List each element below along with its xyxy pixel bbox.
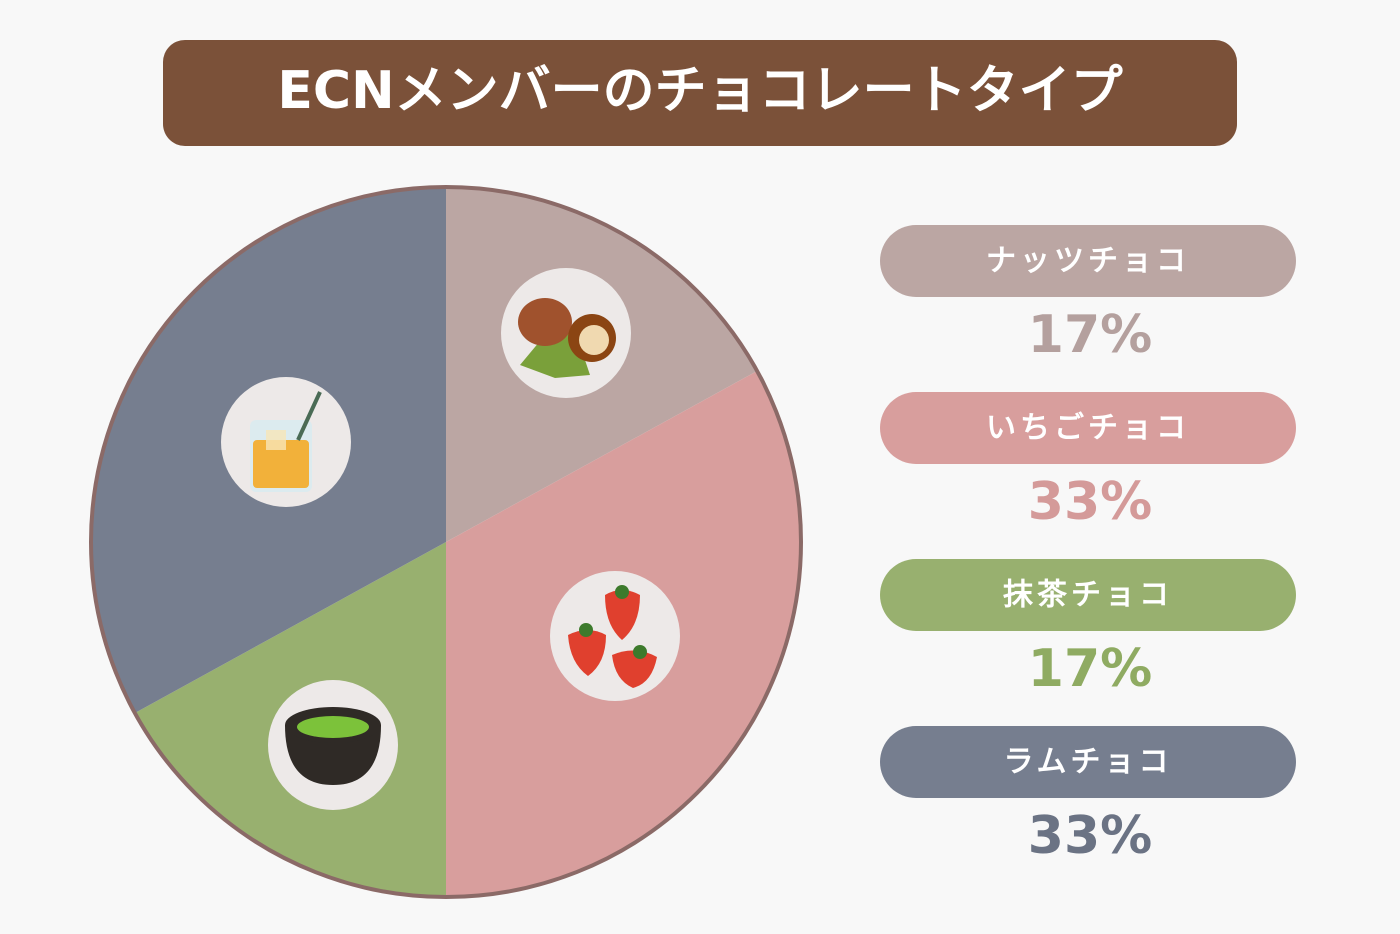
legend-pill bbox=[880, 392, 1296, 464]
legend-label: ナッツチョコ bbox=[986, 244, 1190, 279]
legend-pill bbox=[880, 726, 1296, 798]
value-label: 33% bbox=[1028, 472, 1152, 532]
nut-icon bbox=[501, 268, 631, 398]
legend-label: いちごチョコ bbox=[986, 411, 1190, 446]
title-banner bbox=[163, 40, 1237, 146]
legend-pill bbox=[880, 225, 1296, 297]
legend: ナッツチョコ 17% いちごチョコ 33% 抹茶チョコ 17% ラムチョコ 33% bbox=[880, 225, 1296, 866]
matcha-icon bbox=[268, 680, 398, 810]
value-label: 17% bbox=[1028, 639, 1152, 699]
legend-pill bbox=[880, 559, 1296, 631]
rum-icon bbox=[221, 377, 351, 507]
pie-border bbox=[89, 185, 803, 899]
legend-label: 抹茶チョコ bbox=[1003, 578, 1173, 613]
pie bbox=[91, 187, 801, 898]
chart-title: ECNメンバーのチョコレートタイプ bbox=[277, 61, 1122, 121]
value-label: 17% bbox=[1028, 305, 1152, 365]
strawberry-icon bbox=[550, 571, 680, 701]
value-label: 33% bbox=[1028, 806, 1152, 866]
legend-label: ラムチョコ bbox=[1003, 745, 1172, 780]
